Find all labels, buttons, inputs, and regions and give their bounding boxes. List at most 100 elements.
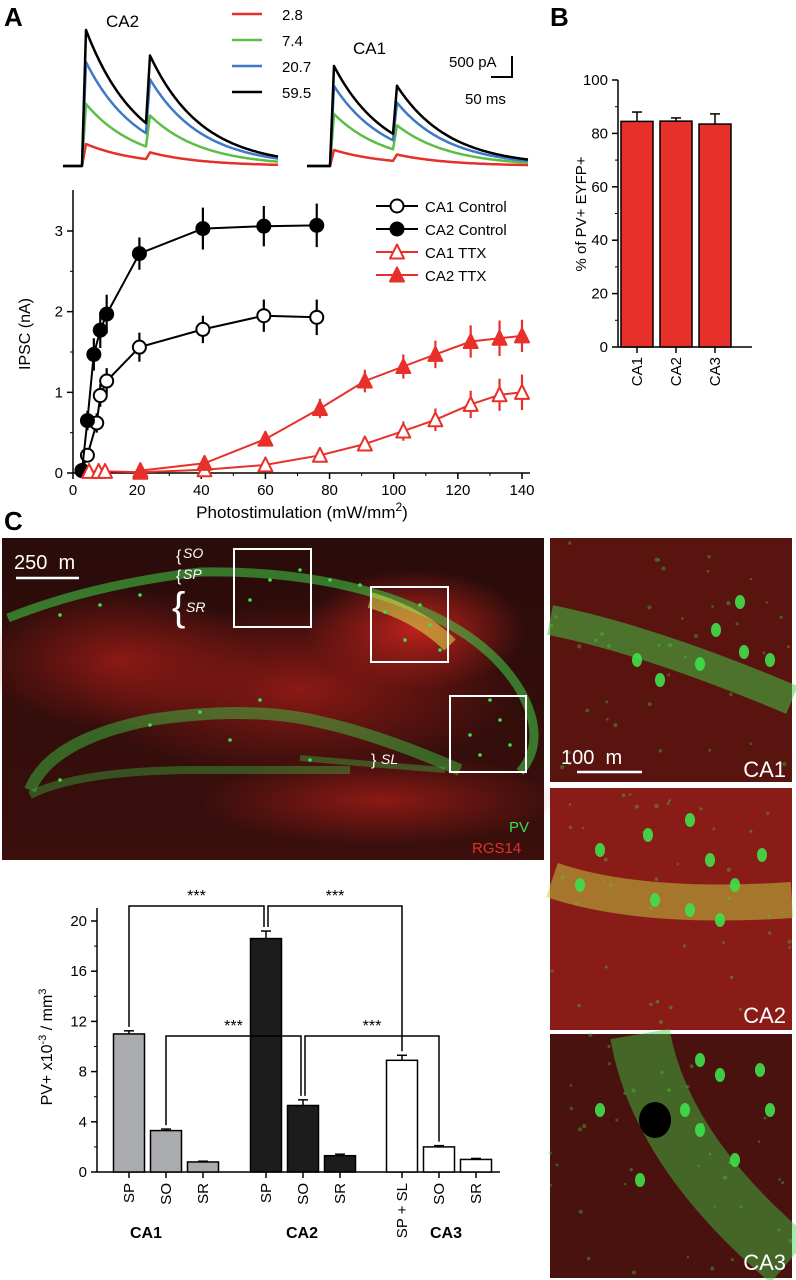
- series-line-ca1-ttx: [89, 391, 523, 474]
- pv-cell-dot: [358, 583, 362, 587]
- inset-label-ca2: CA2: [743, 1003, 786, 1028]
- trace-ca1-59.5: [306, 64, 529, 168]
- legend-marker-ca2-ttx: [389, 266, 405, 283]
- pv-density-x-tick-label-ca2-sr: SR: [332, 1183, 349, 1204]
- stain-label-pv: PV: [509, 819, 529, 836]
- layer-brace-so: {: [176, 548, 182, 565]
- inset-pv-speck: [730, 1257, 735, 1262]
- pv-density-y-label-sup2: 3: [37, 989, 49, 995]
- inset-pv-speck: [549, 1183, 553, 1187]
- inset-pv-speck: [657, 643, 661, 647]
- inset-pv-speck: [623, 1091, 627, 1095]
- data-point-ca2-control: [92, 322, 108, 338]
- inset-pv-cell: [739, 645, 749, 659]
- inset-pv-speck: [726, 867, 731, 872]
- stratum-lucidum-band: [299, 755, 446, 773]
- inset-pv-speck: [603, 857, 608, 862]
- data-point-ca2-ttx: [427, 345, 444, 362]
- inset-pv-cell: [755, 1063, 765, 1077]
- inset-pv-speck: [729, 692, 733, 696]
- inset-pv-speck: [554, 615, 558, 619]
- pv-cell-dot: [98, 603, 102, 607]
- pv-eyfp-y-tick-label: 0: [600, 339, 608, 356]
- inset-pv-speck: [699, 807, 703, 811]
- trace-paths: [62, 28, 529, 168]
- inset-pv-speck: [615, 1118, 619, 1122]
- inset-pv-speck: [763, 1263, 767, 1267]
- trace-ca1-7.4: [306, 112, 529, 168]
- inset-pv-speck: [726, 600, 731, 606]
- inset-pv-speck: [689, 1064, 694, 1069]
- inset-scale-bar-label: 100 m: [561, 747, 622, 769]
- pv-density-bar-ca2-sr: [323, 1154, 357, 1173]
- pv-density-bar-ca3-sr: [459, 1158, 493, 1173]
- inset-pv-cell: [695, 1053, 705, 1067]
- inset-pv-cell: [765, 1103, 775, 1117]
- pv-cell-dot: [308, 758, 312, 762]
- inset-pv-speck: [588, 1032, 593, 1037]
- inset-pv-speck: [787, 939, 792, 944]
- dentate-granule-band: [24, 707, 463, 793]
- series-line-ca2-control: [81, 224, 317, 471]
- pv-density-bar-ca1-sp: [112, 1033, 146, 1173]
- inset-pv-speck: [696, 1126, 699, 1130]
- inset-pv-speck: [567, 750, 571, 755]
- pv-eyfp-x-tick-label-CA3: CA3: [707, 357, 724, 386]
- inset-pv-speck: [647, 605, 652, 610]
- inset-pv-speck: [586, 1256, 591, 1261]
- ipsc-x-axis-label: Photostimulation (mW/mm2): [196, 500, 408, 522]
- inset-pv-speck: [708, 748, 712, 752]
- series-line-ca2-ttx: [140, 334, 523, 472]
- inset-pv-speck: [762, 651, 766, 655]
- inset-pv-speck: [600, 632, 604, 636]
- pv-eyfp-y-tick-label: 100: [583, 72, 608, 89]
- inset-pv-speck: [781, 1181, 785, 1185]
- pv-density-y-tick-label: 8: [79, 1064, 87, 1081]
- inset-pv-cell: [730, 878, 740, 892]
- pv-density-group-label-ca2: CA2: [286, 1225, 318, 1242]
- inset-pv-speck: [661, 566, 666, 571]
- inset-pv-speck: [666, 801, 670, 806]
- inset-pv-speck: [782, 762, 787, 767]
- pyramidal-layer-band-ca2: [367, 592, 456, 651]
- trace-ca2-7.4: [62, 102, 279, 168]
- inset-pv-speck: [623, 1182, 627, 1186]
- inset-pv-speck: [628, 793, 632, 796]
- ca2-roi-box[interactable]: [370, 586, 449, 663]
- inset-pv-speck: [631, 1270, 636, 1275]
- pv-density-y-tick-label: 20: [70, 913, 87, 930]
- pv-cell-dot: [148, 723, 152, 727]
- panel-label-c: C: [4, 506, 23, 536]
- inset-pv-speck: [655, 999, 660, 1004]
- inset-pv-speck: [629, 1168, 633, 1172]
- inset-pv-speck: [602, 881, 606, 884]
- series-ca2-control: [74, 203, 325, 479]
- inset-pv-speck: [567, 762, 571, 766]
- inset-pv-speck: [568, 825, 573, 830]
- ca1-roi-box[interactable]: [233, 548, 312, 628]
- inset-pv-speck: [647, 702, 652, 706]
- ipsc-traces: CA2 CA1 2.8 7.4 20.7 59.5 500 pA 50 ms: [62, 7, 529, 168]
- pv-density-y-tick-label: 16: [70, 963, 87, 980]
- sig-bracket-sp-ca1-ca2-label: ***: [187, 888, 206, 905]
- inset-ca3-bg: [550, 1034, 792, 1278]
- trace-legend-label-0: 2.8: [282, 7, 303, 24]
- inset-pv-speck: [569, 1084, 573, 1087]
- inset-pv-speck: [605, 717, 609, 721]
- inset-pv-speck: [607, 1044, 611, 1048]
- inset-pv-speck: [649, 1002, 653, 1007]
- pv-cell-dot: [298, 568, 302, 572]
- inset-pv-cell: [711, 623, 721, 637]
- data-point-ca2-ttx: [257, 430, 274, 447]
- pv-density-significance: *** *** *** ***: [128, 888, 440, 1142]
- inset-pv-speck: [707, 554, 711, 559]
- inset-pv-cell: [730, 1153, 740, 1167]
- scale-bar-current: 500 pA: [449, 54, 497, 71]
- inset-pv-speck: [701, 1122, 705, 1126]
- pv-density-x-tick-label-ca1-sr: SR: [195, 1183, 212, 1204]
- legend-marker-ca1-ttx: [389, 243, 405, 260]
- scale-bar-lines: [491, 56, 513, 78]
- series-ca1-ttx: [81, 374, 530, 480]
- inset-pv-speck: [667, 1088, 671, 1092]
- ca3-roi-box[interactable]: [449, 695, 527, 773]
